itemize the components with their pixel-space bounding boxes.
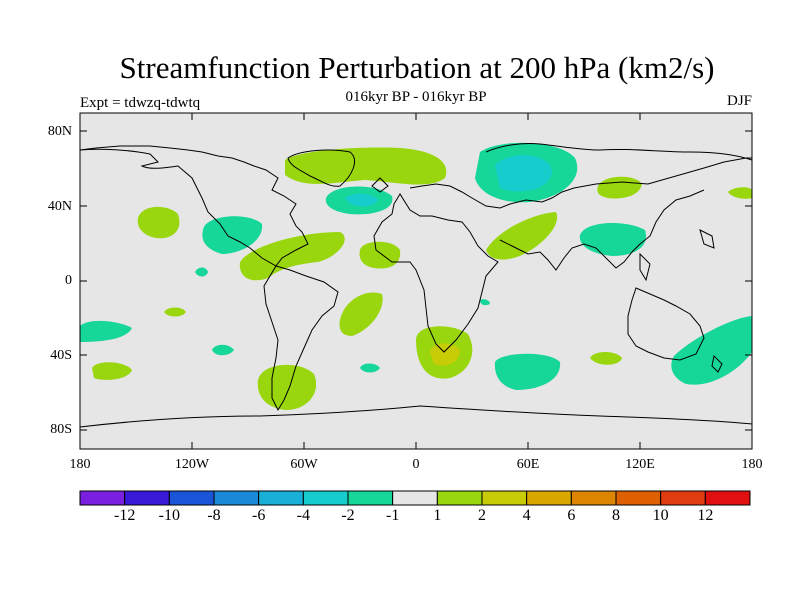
colorbar-swatch: [347, 490, 394, 506]
lat-tick-label: 80S: [50, 422, 72, 437]
colorbar-swatch: [481, 490, 528, 506]
colorbar-label: -6: [251, 507, 266, 524]
lon-tick-label: 0: [412, 457, 420, 472]
tick-marks: [79, 113, 753, 449]
colorbar-label: 12: [697, 507, 714, 524]
colorbar-swatch: [124, 490, 170, 506]
colorbar-swatch: [392, 490, 438, 506]
colorbar-swatch: [570, 490, 617, 506]
lat-tick-label: 80N: [47, 124, 72, 139]
colorbar-swatch: [704, 490, 751, 506]
lon-tick-label: 120E: [625, 457, 655, 472]
colorbar-label: 1: [433, 507, 442, 524]
colorbar-label: -2: [341, 507, 355, 524]
coastlines: [79, 143, 753, 428]
lat-tick-label: 40N: [47, 199, 72, 214]
lon-tick-label: 180: [69, 457, 91, 472]
anomaly-shading: [80, 142, 752, 410]
colorbar-swatch: [168, 490, 215, 506]
colorbar-swatch: [302, 490, 349, 506]
colorbar-swatch: [258, 490, 304, 506]
colorbar-label: -4: [296, 507, 310, 524]
lon-tick-label: 120W: [174, 457, 210, 472]
colorbar-swatch: [615, 490, 662, 506]
colorbar-swatch: [79, 490, 126, 506]
colorbar-label: -10: [158, 507, 180, 524]
colorbar-label: 4: [522, 507, 531, 524]
colorbar-label: -8: [207, 507, 221, 524]
season-label: DJF: [726, 93, 752, 109]
lon-tick-label: 60E: [516, 457, 540, 472]
lon-tick-label: 180: [741, 457, 763, 472]
colorbar-label: 2: [478, 507, 486, 524]
map-subtitle: 016kyr BP - 016kyr BP: [345, 89, 487, 105]
colorbar-label: -1: [385, 507, 400, 524]
colorbar-label: -12: [113, 507, 136, 524]
colorbar-swatch: [660, 490, 706, 506]
colorbar-label: 10: [652, 507, 669, 524]
colorbar-label: 6: [567, 507, 576, 524]
lat-tick-label: 0: [65, 273, 72, 288]
lat-tick-label: 40S: [50, 348, 72, 363]
lon-tick-label: 60W: [290, 457, 318, 472]
experiment-label: Expt = tdwzq-tdwtq: [80, 95, 201, 111]
colorbar-swatch: [213, 490, 260, 506]
colorbar-swatch: [526, 490, 572, 506]
map-title: Streamfunction Perturbation at 200 hPa (…: [119, 50, 715, 85]
colorbar-label: 8: [612, 507, 620, 524]
colorbar-swatch: [436, 490, 483, 506]
